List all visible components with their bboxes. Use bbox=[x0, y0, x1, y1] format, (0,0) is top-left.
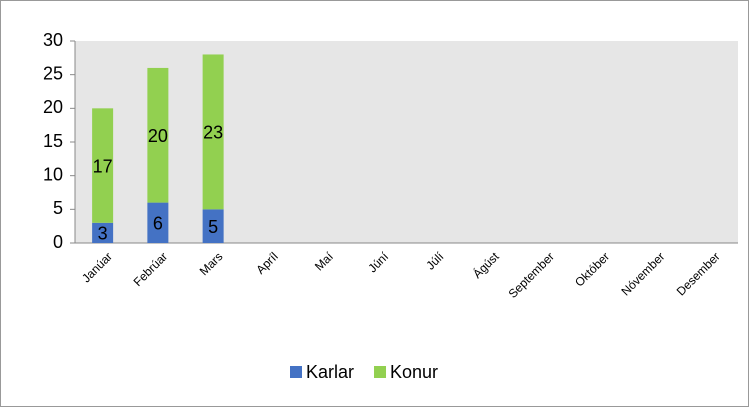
legend-swatch bbox=[374, 366, 387, 378]
data-label: 20 bbox=[148, 126, 168, 146]
bar-segment bbox=[147, 202, 169, 243]
bar-segment bbox=[147, 67, 169, 203]
bar-segment bbox=[92, 222, 114, 243]
data-label: 3 bbox=[98, 224, 108, 244]
y-tick-label: 5 bbox=[53, 198, 63, 218]
data-label: 17 bbox=[93, 156, 113, 176]
legend-swatch bbox=[290, 366, 302, 378]
bar-segment bbox=[202, 54, 224, 210]
bar-segment bbox=[202, 209, 224, 243]
data-label: 5 bbox=[208, 217, 218, 237]
bar-segment bbox=[92, 108, 114, 223]
legend-label: Karlar bbox=[306, 362, 354, 382]
data-label: 6 bbox=[153, 214, 163, 234]
data-label: 23 bbox=[203, 123, 223, 143]
y-tick-label: 15 bbox=[43, 131, 63, 151]
y-tick-label: 10 bbox=[43, 164, 63, 184]
legend-label: Konur bbox=[390, 362, 438, 382]
plot-area bbox=[75, 41, 738, 243]
y-tick-label: 0 bbox=[53, 232, 63, 252]
y-tick-label: 25 bbox=[43, 63, 63, 83]
y-tick-label: 20 bbox=[43, 97, 63, 117]
y-tick-label: 30 bbox=[43, 30, 63, 50]
